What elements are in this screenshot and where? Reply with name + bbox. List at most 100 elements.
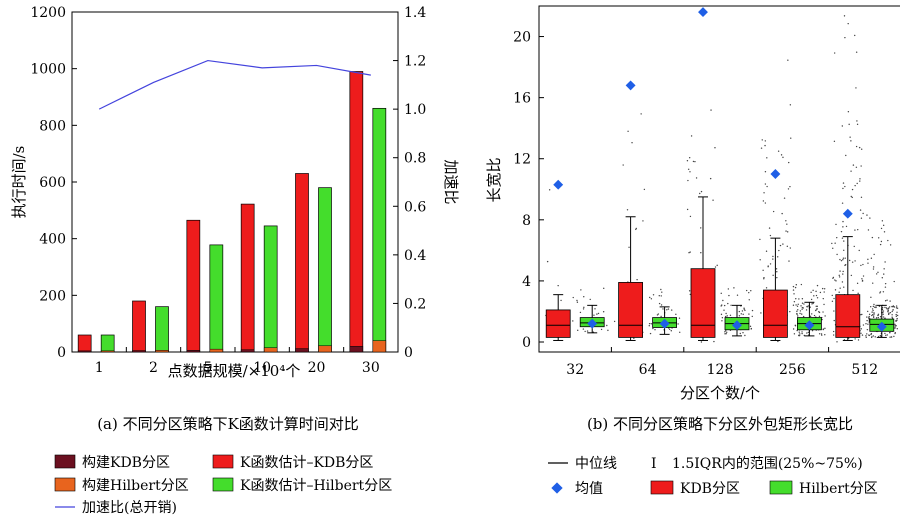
outlier-point bbox=[781, 212, 783, 215]
outlier-point bbox=[812, 302, 814, 305]
y-tick-label: 200 bbox=[39, 288, 66, 304]
outlier-point bbox=[764, 140, 767, 142]
outlier-point bbox=[882, 313, 884, 315]
outlier-point bbox=[772, 210, 775, 213]
outlier-point bbox=[850, 170, 852, 172]
outlier-point bbox=[895, 307, 898, 309]
y2-tick-label: 0.2 bbox=[404, 296, 426, 312]
outlier-point bbox=[887, 313, 890, 316]
outlier-point bbox=[762, 200, 765, 202]
outlier-point bbox=[873, 253, 875, 256]
chart-a: 0 200 400 600 800 1000 1200 0 0.2 0.4 0.6 0.8 1.0 1.… bbox=[10, 5, 460, 433]
outlier-point bbox=[882, 311, 884, 314]
chart-b-ylabel: 长宽比 bbox=[485, 157, 503, 202]
outlier-point bbox=[812, 289, 814, 292]
outlier-point bbox=[807, 331, 810, 334]
outlier-point bbox=[850, 140, 852, 142]
outlier-point bbox=[786, 245, 789, 248]
outlier-point bbox=[796, 310, 798, 313]
legend-swatch-kfunc-hilbert bbox=[212, 477, 234, 492]
bar-build-kdb bbox=[240, 349, 255, 353]
chart-a-y2-axis: 0 0.2 0.4 0.6 0.8 1.0 1.2 1.4 bbox=[393, 5, 426, 361]
outlier-point bbox=[871, 314, 873, 317]
outlier-point bbox=[860, 196, 863, 198]
outlier-point bbox=[803, 303, 805, 305]
outlier-point bbox=[842, 226, 844, 228]
outlier-point bbox=[738, 310, 741, 313]
outlier-point bbox=[831, 242, 833, 245]
outlier-point bbox=[872, 266, 875, 268]
outlier-point bbox=[895, 305, 898, 307]
outlier-point bbox=[765, 287, 768, 289]
outlier-point bbox=[872, 305, 875, 308]
bar-build-hilbert bbox=[100, 350, 115, 353]
bar-build-hilbert bbox=[263, 347, 278, 353]
outlier-point bbox=[743, 308, 745, 310]
outlier-point bbox=[725, 330, 727, 332]
outlier-point bbox=[862, 263, 864, 266]
outlier-point bbox=[885, 334, 887, 337]
outlier-point bbox=[767, 265, 769, 268]
outlier-point bbox=[789, 185, 791, 188]
chart-b-frame bbox=[538, 5, 900, 353]
x-tick-label: 64 bbox=[639, 362, 657, 378]
outlier-point bbox=[794, 286, 797, 289]
outlier-point bbox=[709, 177, 712, 180]
kdb-mean-marker bbox=[553, 179, 564, 190]
outlier-point bbox=[875, 306, 877, 309]
bar-kfunc-kdb bbox=[186, 219, 201, 353]
outlier-point bbox=[879, 316, 882, 318]
outlier-point bbox=[789, 104, 792, 106]
outlier-point bbox=[882, 316, 885, 318]
outlier-point bbox=[721, 317, 724, 319]
outlier-point bbox=[844, 185, 846, 188]
outlier-point bbox=[852, 164, 855, 166]
outlier-point bbox=[877, 271, 879, 274]
outlier-point bbox=[892, 305, 895, 307]
outlier-point bbox=[862, 275, 865, 277]
outlier-point bbox=[687, 179, 689, 182]
outlier-point bbox=[856, 123, 859, 126]
legend-hilbert-swatch bbox=[769, 480, 793, 495]
outlier-point bbox=[801, 332, 803, 335]
hilbert-mean-marker bbox=[587, 318, 598, 329]
outlier-point bbox=[881, 277, 883, 279]
outlier-point bbox=[890, 336, 893, 338]
outlier-point bbox=[865, 322, 867, 325]
outlier-point bbox=[740, 313, 742, 315]
chart-a-speedup-line bbox=[98, 59, 371, 110]
outlier-point bbox=[724, 333, 726, 335]
outlier-point bbox=[857, 292, 859, 295]
outlier-point bbox=[762, 269, 764, 271]
outlier-point bbox=[895, 319, 897, 322]
outlier-point bbox=[833, 140, 836, 143]
legend-label-kfunc-kdb: K函数估计–KDB分区 bbox=[240, 455, 373, 471]
kdb-box bbox=[763, 289, 788, 338]
outlier-point bbox=[896, 317, 898, 320]
y-tick-label: 1200 bbox=[30, 5, 66, 21]
outlier-point bbox=[843, 249, 845, 252]
outlier-point bbox=[860, 264, 862, 267]
outlier-point bbox=[854, 34, 856, 37]
outlier-point bbox=[889, 332, 891, 334]
outlier-point bbox=[840, 259, 843, 262]
outlier-point bbox=[818, 333, 821, 335]
outlier-point bbox=[782, 243, 784, 245]
outlier-point bbox=[797, 315, 799, 317]
outlier-point bbox=[700, 227, 702, 229]
outlier-point bbox=[871, 313, 874, 316]
outlier-point bbox=[765, 250, 768, 252]
outlier-point bbox=[854, 184, 856, 187]
chart-b-y-axis: 0 4 8 12 16 20 bbox=[513, 30, 544, 351]
kdb-mean-marker bbox=[625, 80, 636, 91]
outlier-point bbox=[816, 297, 819, 299]
outlier-point bbox=[854, 229, 856, 231]
outlier-point bbox=[859, 180, 861, 182]
outlier-point bbox=[690, 135, 693, 137]
outlier-point bbox=[886, 334, 888, 336]
outlier-point bbox=[801, 331, 803, 333]
outlier-point bbox=[822, 311, 824, 313]
outlier-point bbox=[748, 299, 750, 301]
outlier-point bbox=[824, 327, 826, 330]
legend-kdb-label: KDB分区 bbox=[680, 481, 740, 497]
